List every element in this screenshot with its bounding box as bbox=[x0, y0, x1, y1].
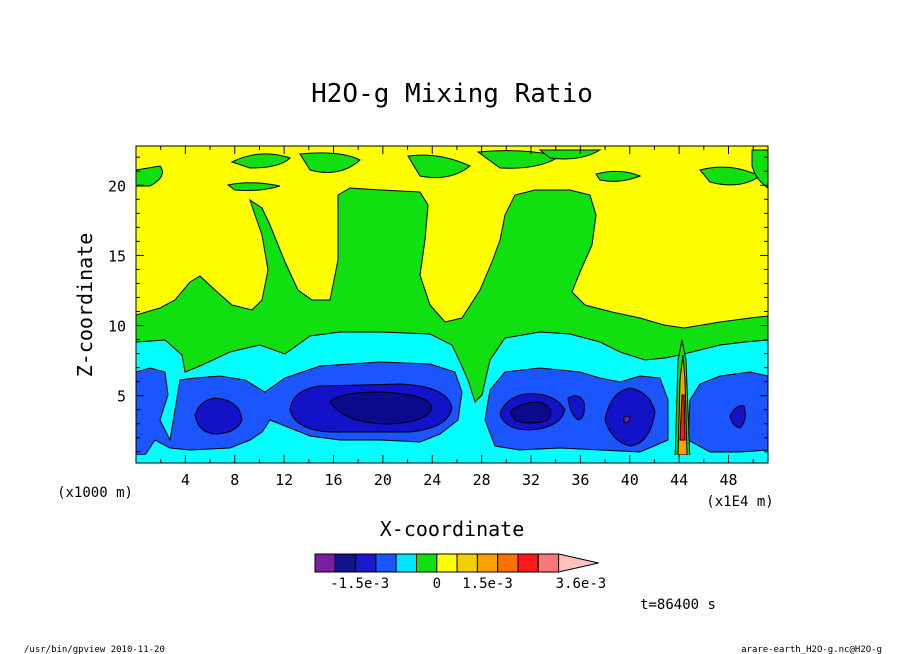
x-unit-left: (x1000 m) bbox=[57, 485, 133, 501]
colorbar-labels: -1.5e-3 0 1.5e-3 3.6e-3 bbox=[330, 576, 606, 592]
x-axis-label: X-coordinate bbox=[380, 517, 525, 541]
colorbar-swatch bbox=[436, 553, 458, 573]
colorbar-swatch bbox=[334, 553, 357, 573]
colorbar bbox=[314, 553, 599, 573]
x-axis: 4 8 12 16 20 24 28 32 36 40 44 48 bbox=[160, 146, 754, 489]
colorbar-swatch bbox=[537, 553, 560, 573]
x-tick-label: 28 bbox=[473, 471, 491, 489]
colorbar-label: 1.5e-3 bbox=[462, 576, 513, 592]
x-tick-label: 12 bbox=[275, 471, 293, 489]
x-tick-label: 48 bbox=[719, 471, 737, 489]
y-axis-label: Z-coordinate bbox=[73, 233, 97, 378]
x-tick-label: 20 bbox=[374, 471, 392, 489]
colorbar-swatch bbox=[416, 553, 438, 573]
colorbar-swatch bbox=[314, 553, 336, 573]
chart-title: H2O-g Mixing Ratio bbox=[311, 79, 593, 109]
colorbar-swatch bbox=[476, 553, 499, 573]
x-tick-label: 16 bbox=[324, 471, 342, 489]
time-label: t=86400 s bbox=[640, 597, 716, 613]
colorbar-arrow bbox=[558, 553, 599, 573]
colorbar-swatch bbox=[355, 553, 377, 573]
colorbar-swatch bbox=[395, 553, 418, 573]
colorbar-swatch bbox=[375, 553, 397, 573]
colorbar-label: -1.5e-3 bbox=[330, 576, 389, 592]
plot-area bbox=[135, 145, 769, 464]
colorbar-swatch bbox=[517, 553, 539, 573]
footer-right: arare-earth_H2O-g.nc@H2O-g bbox=[741, 645, 882, 654]
y-tick-label: 20 bbox=[108, 177, 126, 195]
x-tick-label: 36 bbox=[571, 471, 589, 489]
colorbar-label: 0 bbox=[433, 576, 441, 592]
y-tick-label: 10 bbox=[108, 318, 126, 336]
x-tick-label: 32 bbox=[522, 471, 540, 489]
colorbar-swatch bbox=[497, 553, 519, 573]
y-tick-label: 15 bbox=[108, 247, 126, 265]
colorbar-swatch bbox=[456, 553, 478, 573]
x-tick-label: 40 bbox=[621, 471, 639, 489]
x-tick-label: 24 bbox=[423, 471, 441, 489]
colorbar-label: 3.6e-3 bbox=[556, 576, 607, 592]
y-tick-label: 5 bbox=[117, 388, 126, 406]
y-axis: 5 10 15 20 bbox=[108, 156, 768, 453]
x-tick-label: 44 bbox=[670, 471, 688, 489]
x-tick-label: 8 bbox=[230, 471, 239, 489]
footer-left: /usr/bin/gpview 2010-11-20 bbox=[24, 645, 165, 654]
x-unit-right: (x1E4 m) bbox=[706, 494, 773, 510]
x-tick-label: 4 bbox=[181, 471, 190, 489]
